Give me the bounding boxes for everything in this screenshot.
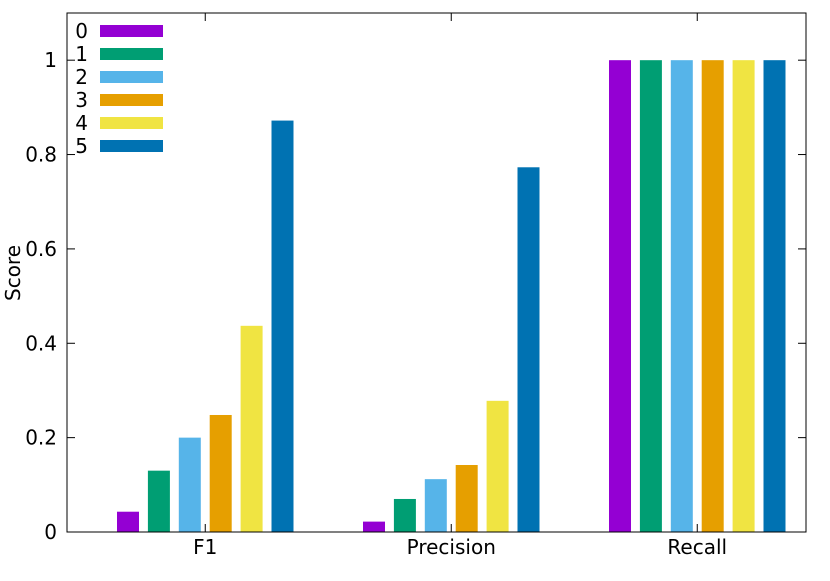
legend-swatch [100,71,163,83]
bar-f1-series-4 [240,325,263,532]
legend-label: 2 [75,65,88,89]
legend-label: 5 [75,134,88,158]
bar-precision-series-2 [424,479,447,532]
bar-precision-series-4 [486,400,509,532]
x-tick-label: F1 [193,535,217,559]
bar-f1-series-5 [271,120,294,532]
legend-label: 0 [75,19,88,43]
legend-swatch [100,25,163,37]
bar-recall-series-4 [732,60,755,532]
bar-f1-series-0 [117,511,139,532]
y-tick-label: 0.4 [25,331,57,355]
bar-precision-series-1 [393,498,416,532]
bar-recall-series-1 [639,60,662,532]
y-tick-label: 0 [44,520,57,544]
plot-frame [66,12,807,533]
bar-recall-series-2 [670,60,693,532]
x-tick-label: Recall [667,535,727,559]
bar-f1-series-1 [147,470,170,532]
bar-precision-series-3 [455,465,478,532]
y-tick-label: 1 [44,48,57,72]
bar-recall-series-5 [763,60,786,532]
legend-swatch [100,48,163,60]
bar-precision-series-5 [517,167,540,532]
legend-label: 1 [75,42,88,66]
bar-recall-series-3 [701,60,724,532]
y-tick-label: 0.8 [25,143,57,167]
legend-label: 3 [75,88,88,112]
legend-label: 4 [75,111,88,135]
legend-swatch [100,94,163,106]
legend-swatch [100,140,163,152]
legend-swatch [100,117,163,129]
y-tick-label: 0.2 [25,426,57,450]
bar-recall-series-0 [609,60,631,532]
bar-f1-series-2 [178,437,201,532]
x-tick-label: Precision [407,535,496,559]
y-tick-label: 0.6 [25,237,57,261]
y-axis-label: Score [1,245,25,301]
bar-f1-series-3 [209,414,232,532]
bar-precision-series-0 [363,521,385,532]
